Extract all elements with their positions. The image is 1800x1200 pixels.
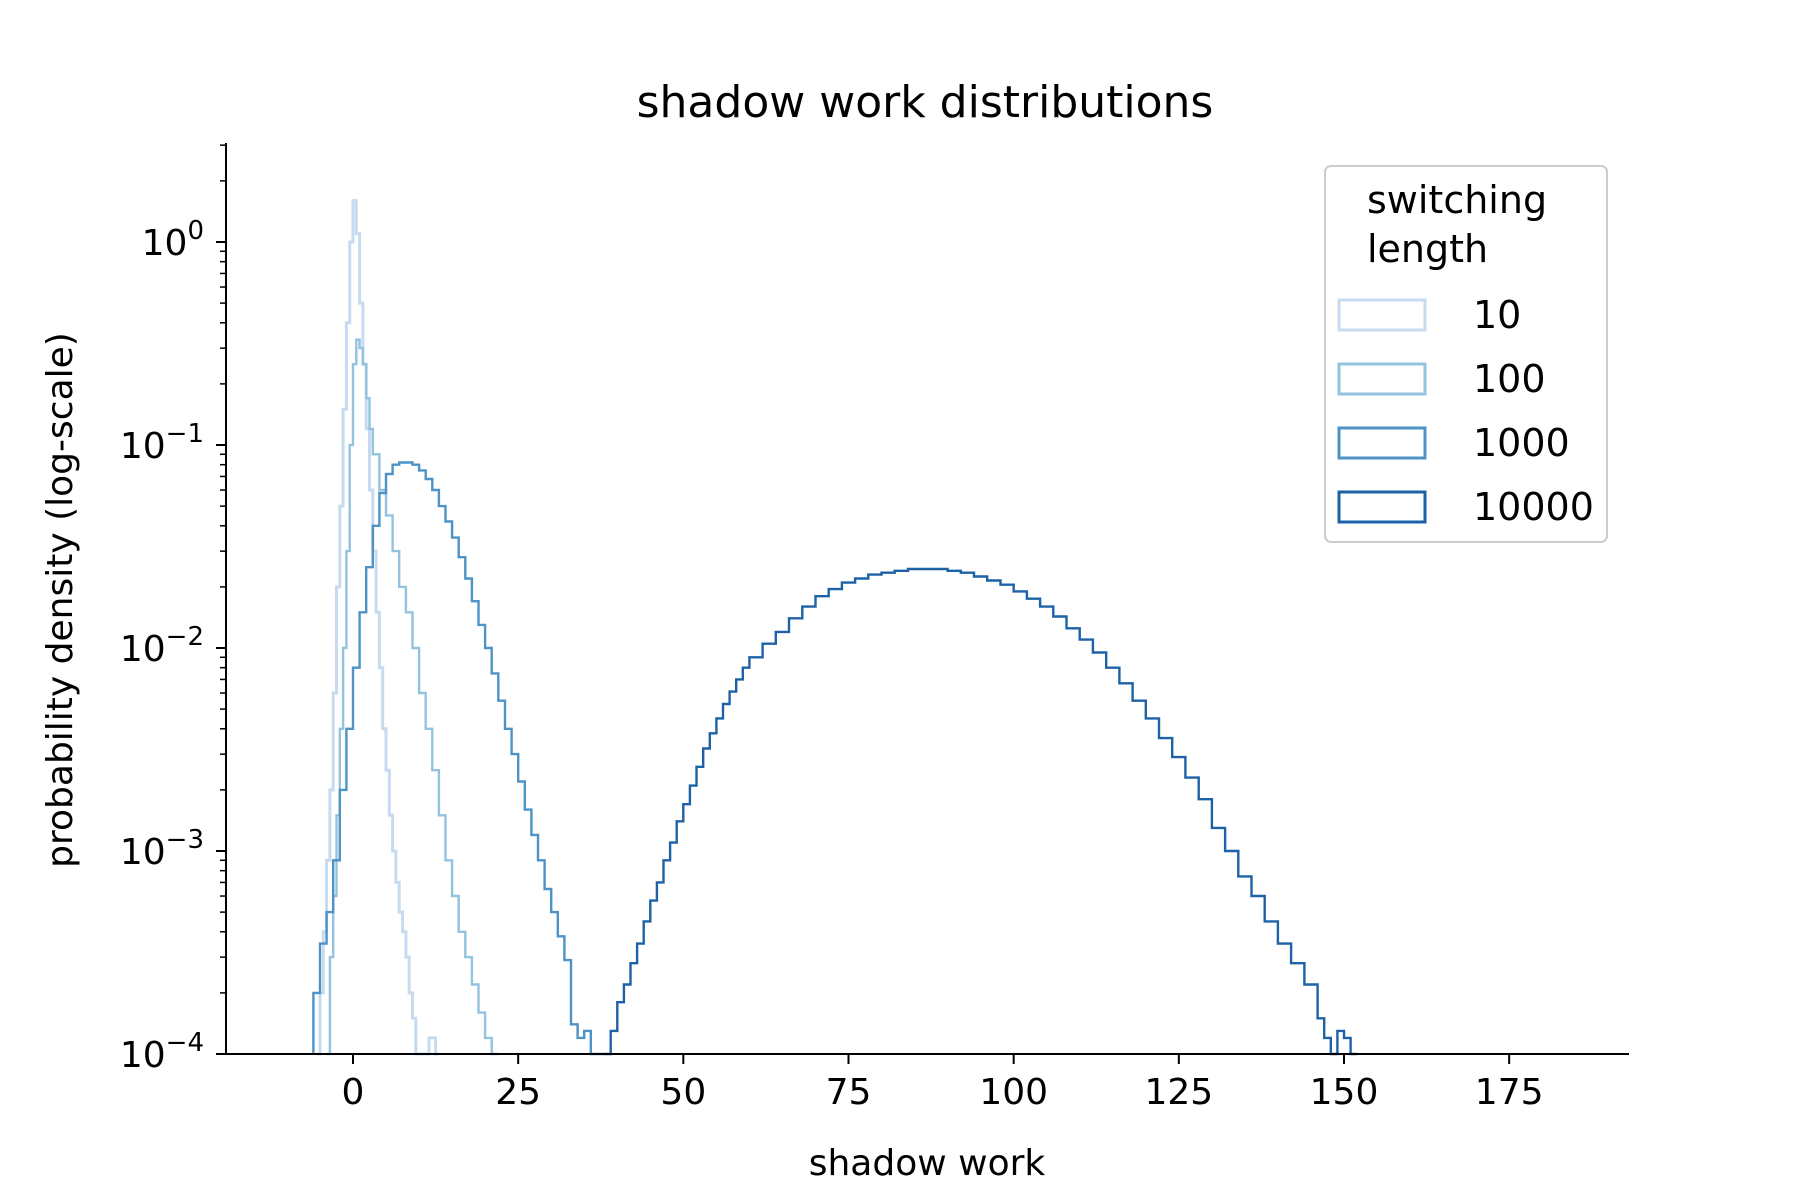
x-tick-label: 25: [495, 1072, 541, 1113]
x-tick-label: 75: [826, 1072, 872, 1113]
series-layer: [312, 199, 1358, 1056]
series-10-step-line: [316, 199, 439, 1056]
legend-title-line-2: length: [1367, 227, 1488, 271]
legend-label-100: 100: [1473, 357, 1546, 401]
y-tick-label: 10−4: [120, 1028, 204, 1076]
legend-frame: [1324, 165, 1608, 543]
y-tick-label: 10−1: [120, 419, 204, 467]
x-tick-label: 150: [1310, 1072, 1379, 1113]
y-tick-label: 10−2: [120, 622, 204, 670]
legend-label-10: 10: [1473, 293, 1521, 337]
y-tick-label: 100: [142, 216, 204, 264]
x-tick-label: 50: [660, 1072, 706, 1113]
x-ticks: 0 25 50 75 100 125 150 175: [342, 1054, 1544, 1113]
x-axis-label: shadow work: [809, 1143, 1046, 1184]
series-1000-step-line: [312, 461, 605, 1056]
legend-entries: 10 100 1000 10000: [1337, 293, 1594, 529]
y-ticks: 100 10−1 10−2 10−3 10−4: [120, 144, 226, 1076]
legend: switching length 10 100 1000 10000: [1324, 165, 1608, 543]
x-tick-label: 100: [979, 1072, 1048, 1113]
legend-title: switching length: [1367, 178, 1559, 271]
x-tick-label: 125: [1144, 1072, 1213, 1113]
legend-label-1000: 1000: [1473, 421, 1570, 465]
y-axis-label: probability density (log-scale): [40, 332, 81, 868]
series-10000-step-line: [604, 567, 1358, 1056]
legend-title-line-1: switching: [1367, 178, 1547, 222]
y-tick-label: 10−3: [120, 825, 204, 873]
x-tick-label: 0: [342, 1072, 365, 1113]
series-100-step-line: [326, 338, 499, 1056]
legend-swatch-1000: [1337, 426, 1427, 460]
x-tick-label: 175: [1475, 1072, 1544, 1113]
legend-swatch-100: [1337, 362, 1427, 396]
legend-label-10000: 10000: [1473, 485, 1594, 529]
legend-swatch-10000: [1337, 490, 1427, 524]
legend-swatch-10: [1337, 298, 1427, 332]
chart-title: shadow work distributions: [637, 77, 1214, 128]
